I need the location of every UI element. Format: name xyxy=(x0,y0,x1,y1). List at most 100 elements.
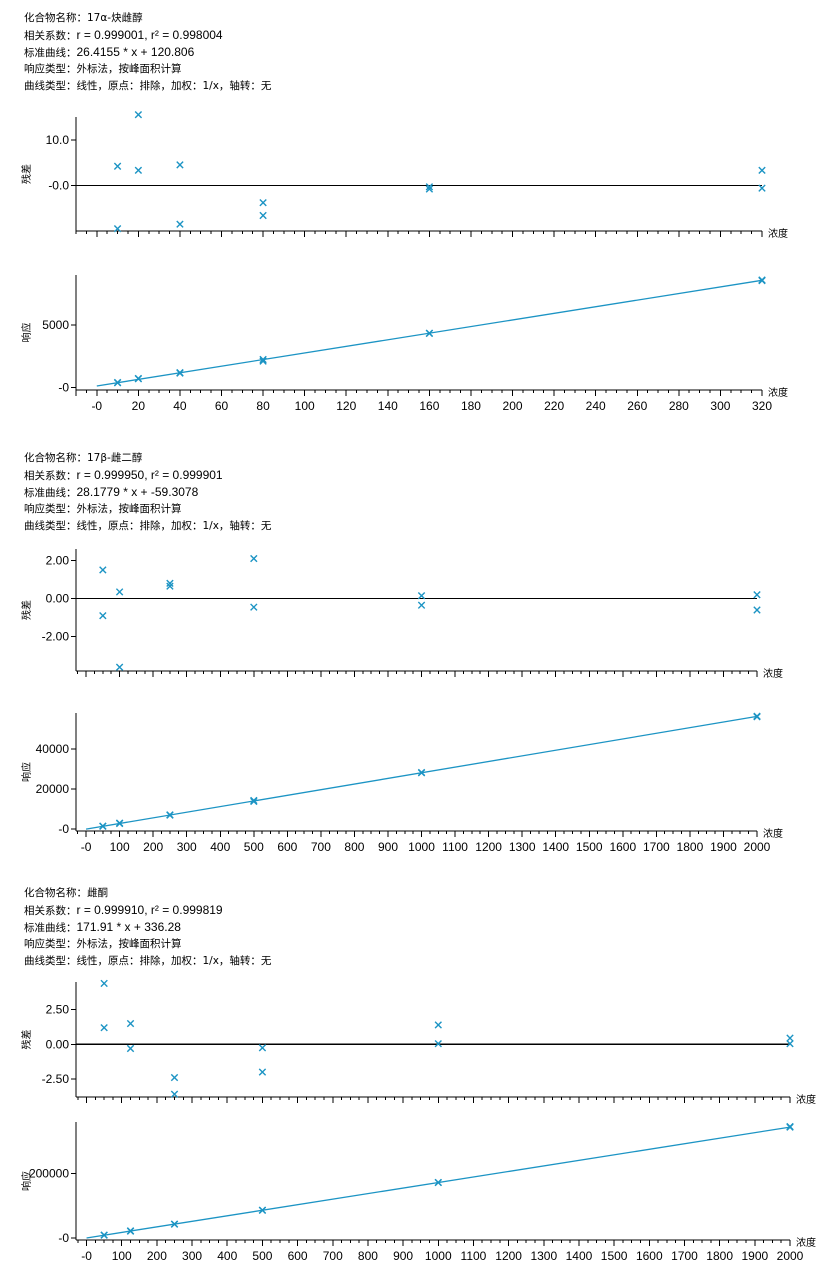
y-tick-label: -2.50 xyxy=(42,1072,70,1086)
x-tick-label: 800 xyxy=(358,1249,378,1263)
x-tick-label: 1100 xyxy=(442,840,468,854)
x-tick-label: -0 xyxy=(81,840,92,854)
data-point xyxy=(134,374,143,383)
x-tick-label: 900 xyxy=(393,1249,413,1263)
compound-info-2: 化合物名称：17β-雌二醇 相关系数：r = 0.999950, r² = 0.… xyxy=(24,450,271,535)
data-point-stroke xyxy=(258,1044,267,1052)
x-tick-label: 200 xyxy=(147,1249,167,1263)
data-point xyxy=(250,796,258,805)
data-point xyxy=(250,603,258,611)
data-point xyxy=(100,1231,108,1239)
data-point-stroke xyxy=(250,796,258,805)
data-point-stroke xyxy=(753,713,761,721)
x-tick-label: 320 xyxy=(752,399,772,413)
x-axis-label: 浓度 xyxy=(763,667,783,680)
data-point xyxy=(113,378,122,387)
data-point xyxy=(115,819,124,827)
data-point-stroke xyxy=(434,1021,442,1029)
y-tick-label: 10.0 xyxy=(46,133,70,147)
data-point-stroke xyxy=(115,819,124,827)
calibration-plot-2: -0 100 200 300 400 500 600 700 800 900 1000 1100 120… xyxy=(20,712,783,854)
x-tick-label: 400 xyxy=(210,840,230,854)
data-point-stroke xyxy=(166,811,174,819)
y-tick-label: 2.00 xyxy=(46,553,70,567)
y-tick-label: -2.00 xyxy=(42,630,70,644)
data-point-stroke xyxy=(786,1034,794,1042)
curve-type: 线性，原点：排除，加权：1/x，轴转：无 xyxy=(76,520,272,532)
data-point xyxy=(126,1227,135,1235)
data-point xyxy=(99,822,107,830)
data-point xyxy=(250,554,258,563)
x-tick-label: 1000 xyxy=(425,1249,452,1263)
data-point-stroke xyxy=(115,588,124,596)
data-point xyxy=(758,184,766,192)
data-point xyxy=(126,1019,135,1028)
x-tick-label: 200 xyxy=(503,399,523,413)
x-tick-label: 180 xyxy=(461,399,481,413)
x-tick-label: 700 xyxy=(323,1249,343,1263)
x-tick-label: 900 xyxy=(378,840,398,854)
x-tick-label: 260 xyxy=(627,399,647,413)
curve-type-line: 曲线类型：线性，原点：排除，加权：1/x，轴转：无 xyxy=(24,955,272,967)
data-point xyxy=(113,225,122,233)
y-tick-label: -0 xyxy=(58,1231,69,1245)
data-point-stroke xyxy=(259,355,267,364)
data-point-stroke xyxy=(425,183,434,191)
data-point-stroke xyxy=(250,603,258,611)
x-tick-label: 1800 xyxy=(706,1249,733,1263)
data-point xyxy=(417,601,426,609)
x-tick-label: 1700 xyxy=(643,840,670,854)
y-tick-label: -0 xyxy=(58,822,69,836)
data-point xyxy=(259,357,267,365)
response-type: 外标法，按峰面积计算 xyxy=(76,938,182,950)
y-axis-label: 残差 xyxy=(20,1030,33,1050)
data-point-stroke xyxy=(115,663,124,671)
data-point-stroke xyxy=(417,768,426,777)
data-point-stroke xyxy=(170,1090,179,1098)
data-point-stroke xyxy=(258,1068,267,1076)
data-point-stroke xyxy=(753,606,761,614)
x-tick-label: 1600 xyxy=(636,1249,663,1263)
data-point xyxy=(126,1044,135,1053)
x-tick-label: 120 xyxy=(336,399,356,413)
x-tick-label: -0 xyxy=(91,399,102,413)
data-point-stroke xyxy=(170,1220,179,1228)
data-point xyxy=(113,162,122,170)
x-tick-label: 1100 xyxy=(461,1249,487,1263)
compound-block-2: 化合物名称：17β-雌二醇 相关系数：r = 0.999950, r² = 0.… xyxy=(0,440,833,860)
x-axis-label: 浓度 xyxy=(768,227,788,240)
x-tick-label: 1500 xyxy=(601,1249,628,1263)
compound-block-3: 化合物名称：雌酮 相关系数：r = 0.999910, r² = 0.99981… xyxy=(0,875,833,1280)
x-tick-label: 1500 xyxy=(576,840,603,854)
data-point-stroke xyxy=(170,1073,179,1082)
data-point-stroke xyxy=(100,1024,108,1032)
data-point xyxy=(425,183,434,191)
y-axis-label: 残差 xyxy=(20,164,33,184)
x-tick-label: 300 xyxy=(710,399,730,413)
x-tick-label: 100 xyxy=(110,840,130,854)
data-point xyxy=(176,368,184,377)
y-tick-label: 0.00 xyxy=(46,1037,70,1051)
response-type-line: 响应类型：外标法，按峰面积计算 xyxy=(24,938,182,950)
data-point-stroke xyxy=(126,1227,135,1235)
y-tick-label: 2.50 xyxy=(46,1003,70,1017)
data-point xyxy=(259,199,267,207)
x-tick-label: 1800 xyxy=(677,840,704,854)
data-point xyxy=(176,161,184,169)
data-point-stroke xyxy=(425,185,434,193)
curve-type-line: 曲线类型：线性，原点：排除，加权：1/x，轴转：无 xyxy=(24,80,272,92)
data-point xyxy=(170,1090,179,1098)
data-point xyxy=(753,591,761,599)
x-tick-label: 300 xyxy=(177,840,197,854)
data-point xyxy=(753,713,761,721)
data-point xyxy=(259,355,267,364)
x-tick-label: 1600 xyxy=(609,840,636,854)
x-tick-label: -0 xyxy=(81,1249,92,1263)
x-tick-label: 800 xyxy=(344,840,364,854)
x-tick-label: 200 xyxy=(143,840,163,854)
data-point-stroke xyxy=(176,368,184,377)
data-point-stroke xyxy=(250,554,258,563)
calibration-equation-line: 标准曲线：28.1779 * x + -59.3078 xyxy=(24,485,199,499)
